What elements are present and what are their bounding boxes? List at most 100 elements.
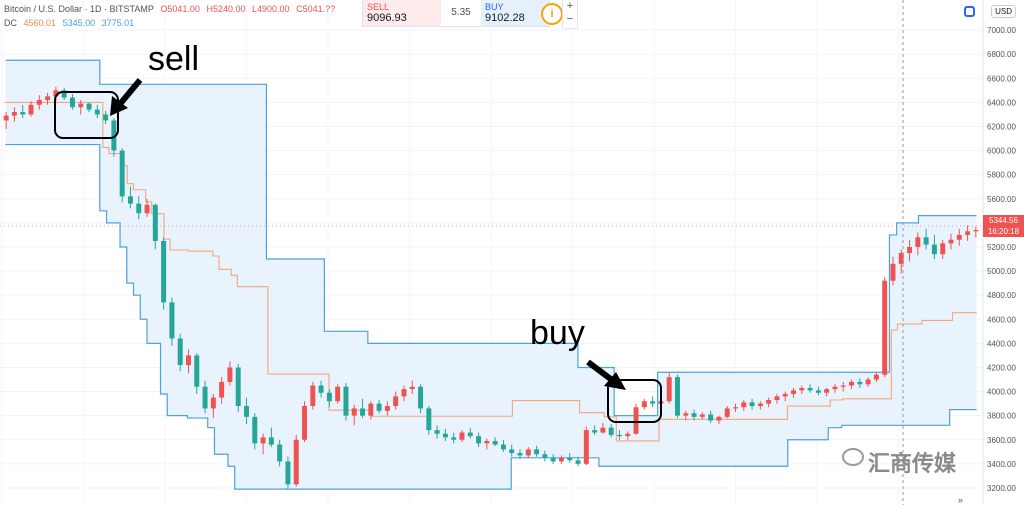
trade-panel: SELL 9096.93 5.35 BUY 9102.28 [362, 0, 550, 27]
chart-settings-icon[interactable] [964, 6, 975, 17]
candle-body [542, 454, 548, 458]
candle-body [948, 239, 954, 244]
candle-body [873, 374, 879, 380]
buy-highlight-box [607, 379, 662, 423]
candle-body [360, 408, 366, 416]
candle-body [633, 407, 639, 434]
candle-body [509, 449, 515, 454]
candle-body [898, 253, 904, 264]
candle-body [442, 433, 448, 438]
currency-badge[interactable]: USD [991, 5, 1016, 18]
price-tick-label: 5800.00 [987, 171, 1016, 180]
price-tick-label: 4600.00 [987, 315, 1016, 324]
candle-body [61, 90, 67, 98]
candle-body [476, 436, 482, 444]
dc-lower-value: 4560.01 [23, 18, 57, 28]
candle-body [28, 104, 34, 115]
candle-body [293, 439, 299, 485]
symbol-legend: Bitcoin / U.S. Dollar · 1D · BITSTAMP O5… [4, 4, 339, 14]
candle-body [733, 407, 738, 409]
candle-body [484, 440, 490, 444]
candle-body [94, 109, 100, 115]
wechat-icon [842, 448, 864, 466]
symbol-title: Bitcoin / U.S. Dollar · 1D · BITSTAMP [4, 4, 154, 14]
price-tick-label: 4000.00 [987, 388, 1016, 397]
candle-body [716, 416, 722, 421]
buy-price: 9102.28 [485, 12, 525, 24]
candle-body [119, 150, 125, 197]
candle-body [103, 114, 109, 121]
spread-value: 5.35 [451, 7, 471, 18]
candle-body [666, 377, 672, 402]
candle-body [302, 406, 308, 440]
candle-body [11, 112, 17, 116]
candle-body [277, 444, 283, 462]
candle-body [169, 302, 175, 339]
open-value: O5041.00 [160, 4, 200, 14]
price-tick-label: 6000.00 [987, 147, 1016, 156]
candlestick-series [3, 86, 979, 490]
sell-button[interactable]: SELL 9096.93 [363, 0, 441, 26]
candle-body [890, 263, 896, 281]
candle-body [20, 112, 26, 115]
buy-arrow-icon [586, 359, 626, 390]
candle-body [144, 204, 150, 214]
candle-body [111, 120, 117, 151]
price-tick-label: 5000.00 [987, 267, 1016, 276]
candle-body [235, 367, 241, 407]
donchian-channel-fill [5, 60, 977, 490]
candle-body [451, 437, 457, 440]
sell-price: 9096.93 [367, 12, 407, 24]
price-tick-label: 5600.00 [987, 195, 1016, 204]
candle-body [368, 403, 374, 416]
info-icon[interactable]: i [541, 3, 563, 25]
buy-annotation: buy [530, 314, 585, 352]
buy-button[interactable]: BUY 9102.28 [481, 0, 549, 26]
candle-body [774, 396, 780, 400]
candle-body [260, 437, 266, 444]
candle-body [907, 246, 913, 253]
candle-body [161, 240, 167, 303]
candle-body [691, 413, 697, 417]
candle-body [194, 355, 200, 387]
buy-label: BUY [485, 2, 504, 12]
zoom-in-button[interactable]: + [566, 0, 574, 12]
candle-body [625, 433, 631, 437]
scroll-right-icon[interactable]: » [958, 495, 964, 505]
candle-body [210, 397, 216, 409]
candle-body [575, 460, 581, 464]
zoom-controls[interactable]: + − [562, 0, 578, 29]
candle-body [69, 97, 75, 108]
candle-body [608, 427, 614, 435]
sell-label: SELL [367, 2, 390, 12]
price-tick-label: 6200.00 [987, 122, 1016, 131]
candle-body [227, 367, 233, 382]
price-tick-label: 3400.00 [987, 460, 1016, 469]
candle-body [832, 386, 838, 390]
indicator-legend: DC 4560.01 5345.00 3775.01 [4, 18, 138, 28]
candle-body [343, 386, 349, 416]
candle-body [940, 243, 946, 255]
candle-body [923, 237, 929, 245]
zoom-out-button[interactable]: − [566, 13, 574, 25]
candle-body [741, 402, 747, 408]
candle-body [152, 204, 158, 241]
candle-body [418, 386, 424, 409]
candle-body [492, 440, 498, 445]
candle-body [757, 403, 763, 407]
candle-body [600, 427, 606, 433]
price-tick-label: 4200.00 [987, 363, 1016, 372]
sell-highlight-box [54, 91, 119, 139]
price-tick-label: 4400.00 [987, 339, 1016, 348]
candle-body [45, 96, 51, 100]
candle-body [865, 379, 871, 385]
price-tick-label: 3800.00 [987, 412, 1016, 421]
candle-body [517, 453, 523, 456]
candle-body [409, 386, 415, 390]
countdown-tag: 16:20:18 [983, 226, 1024, 237]
candle-body [86, 103, 92, 110]
candle-body [683, 413, 689, 416]
candle-body [791, 390, 797, 394]
high-value: H5240.00 [206, 4, 246, 14]
